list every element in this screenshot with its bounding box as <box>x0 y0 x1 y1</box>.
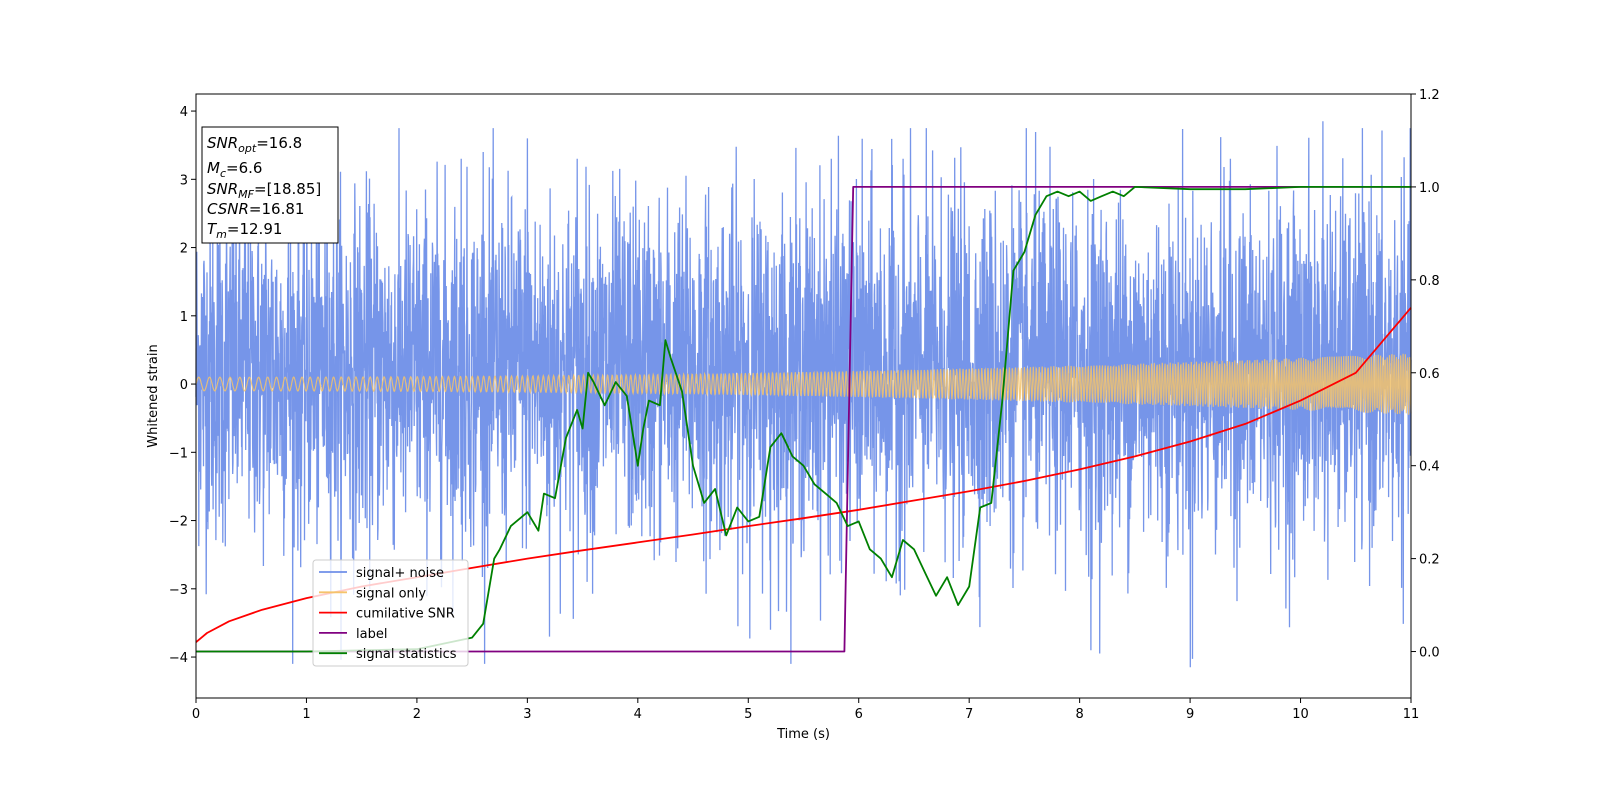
y2-tick-label: 0.8 <box>1419 274 1440 289</box>
y2-tick-label: 0.0 <box>1419 646 1440 661</box>
y2-tick-label: 0.4 <box>1419 460 1440 475</box>
y-tick-label: −3 <box>169 583 188 598</box>
x-tick-label: 6 <box>855 707 863 722</box>
legend-frame <box>312 559 469 667</box>
x-tick-label: 11 <box>1403 707 1420 722</box>
y2-tick-label: 1.0 <box>1419 181 1440 196</box>
info-line-mc: Mc=6.6 <box>207 159 262 180</box>
right-axis-series <box>195 186 1412 653</box>
plot-frame <box>195 93 1412 699</box>
y-axis-left: −4 −3 −2 −1 0 1 2 3 4 <box>169 105 196 666</box>
info-line-tm: Tm=12.91 <box>207 220 282 241</box>
info-box-frame <box>201 126 339 244</box>
y2-tick-label: 0.6 <box>1419 367 1440 382</box>
x-tick-label: 8 <box>1075 707 1083 722</box>
signal-noise-line <box>195 121 1412 668</box>
x-axis-label: Time (s) <box>776 727 830 742</box>
x-axis: 0 1 2 3 4 5 6 7 8 9 10 11 <box>192 698 1419 722</box>
y-tick-label: −1 <box>169 446 188 461</box>
label-line <box>196 186 1411 653</box>
x-tick-label: 0 <box>192 707 200 722</box>
signal-statistics-line <box>196 186 1411 653</box>
legend-entry: signal statistics <box>356 647 457 662</box>
signal-only-series <box>195 353 1412 415</box>
info-line-snr-opt: SNRopt=16.8 <box>207 134 302 155</box>
y-axis-right: 0.0 0.2 0.4 0.6 0.8 1.0 1.2 <box>1411 88 1440 661</box>
y2-tick-label: 0.2 <box>1419 553 1440 568</box>
x-tick-label: 3 <box>523 707 531 722</box>
x-tick-label: 4 <box>634 707 642 722</box>
cumilative-snr-line <box>195 307 1412 643</box>
y-tick-label: −4 <box>169 651 188 666</box>
x-tick-label: 2 <box>413 707 421 722</box>
x-tick-label: 7 <box>965 707 973 722</box>
y-tick-label: 0 <box>180 378 188 393</box>
x-tick-label: 10 <box>1292 707 1309 722</box>
noise-series <box>195 121 1412 668</box>
info-line-snr-mf: SNRMF=[18.85] <box>207 180 321 201</box>
y-tick-label: 4 <box>180 105 188 120</box>
y-tick-label: −2 <box>169 515 188 530</box>
x-tick-label: 1 <box>302 707 310 722</box>
legend: signal+ noise signal only cumilative SNR la… <box>312 559 469 667</box>
y2-tick-label: 1.2 <box>1419 88 1440 103</box>
legend-entry: signal+ noise <box>356 566 444 581</box>
legend-entry: cumilative SNR <box>356 607 455 622</box>
x-tick-label: 5 <box>744 707 752 722</box>
y-tick-label: 3 <box>180 173 188 188</box>
legend-entry: signal only <box>356 586 426 601</box>
x-tick-label: 9 <box>1186 707 1194 722</box>
y-tick-label: 1 <box>180 310 188 325</box>
legend-entry: label <box>356 627 387 642</box>
signal-only-line <box>195 353 1412 415</box>
y-tick-label: 2 <box>180 242 188 257</box>
y-axis-label: Whitened strain <box>146 344 161 447</box>
info-box: SNRopt=16.8 Mc=6.6 SNRMF=[18.85] CSNR=16… <box>201 126 339 244</box>
info-line-csnr: CSNR=16.81 <box>207 200 304 218</box>
